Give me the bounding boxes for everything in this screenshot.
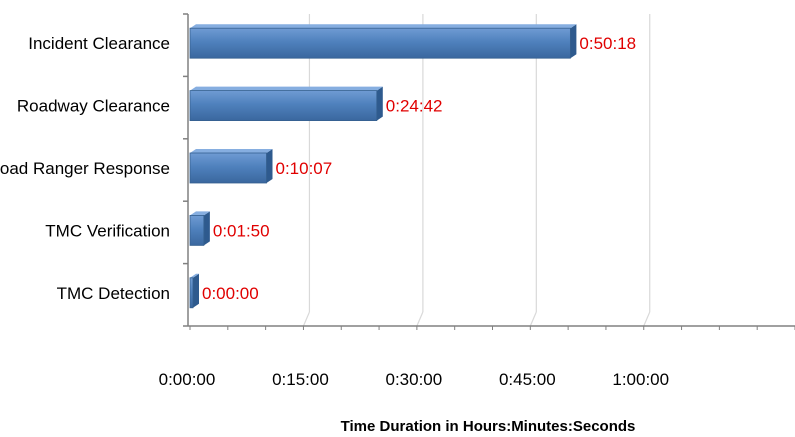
category-label: Incident Clearance [28, 34, 170, 53]
category-labels: Incident Clearance Roadway Clearance Road … [0, 34, 170, 303]
axes [183, 13, 795, 330]
data-label: 0:00:00 [202, 284, 259, 303]
data-labels: 0:50:18 0:24:42 0:10:07 0:01:50 0:00:00 [202, 34, 636, 303]
data-label: 0:10:07 [276, 159, 333, 178]
bar-top [190, 273, 199, 278]
bar-side [203, 211, 210, 246]
bar-side [570, 24, 577, 59]
gridline-foot [529, 311, 537, 327]
x-tick-label: 0:15:00 [272, 370, 329, 389]
gridlines [302, 14, 651, 327]
bar [189, 27, 571, 59]
x-tick-label: 0:00:00 [159, 370, 216, 389]
bar-top [190, 86, 383, 91]
category-label: TMC Detection [57, 284, 170, 303]
bar-side [193, 273, 199, 308]
bar [189, 152, 267, 184]
bar [189, 277, 194, 309]
x-tick-label: 0:45:00 [499, 370, 556, 389]
bar-side [266, 149, 273, 183]
gridline-foot [416, 311, 424, 327]
data-label: 0:50:18 [579, 34, 636, 53]
x-tick-labels: 0:00:00 0:15:00 0:30:00 0:45:00 1:00:00 [159, 370, 669, 389]
bar [189, 90, 378, 121]
data-label: 0:24:42 [386, 97, 443, 116]
x-axis-title: Time Duration in Hours:Minutes:Seconds [341, 418, 636, 435]
bar-top [190, 24, 577, 29]
x-tick-label: 1:00:00 [612, 370, 669, 389]
category-label: Road Ranger Response [0, 159, 170, 178]
bar-top [190, 149, 273, 153]
bar-side [376, 86, 383, 121]
category-label: Roadway Clearance [17, 97, 170, 116]
bar [189, 214, 205, 246]
bar-top [190, 211, 210, 216]
x-tick-label: 0:30:00 [386, 370, 443, 389]
bars [189, 24, 577, 309]
gridline-foot [643, 311, 651, 327]
category-label: TMC Verification [45, 221, 170, 240]
data-label: 0:01:50 [213, 221, 270, 240]
gridline-foot [302, 311, 310, 327]
